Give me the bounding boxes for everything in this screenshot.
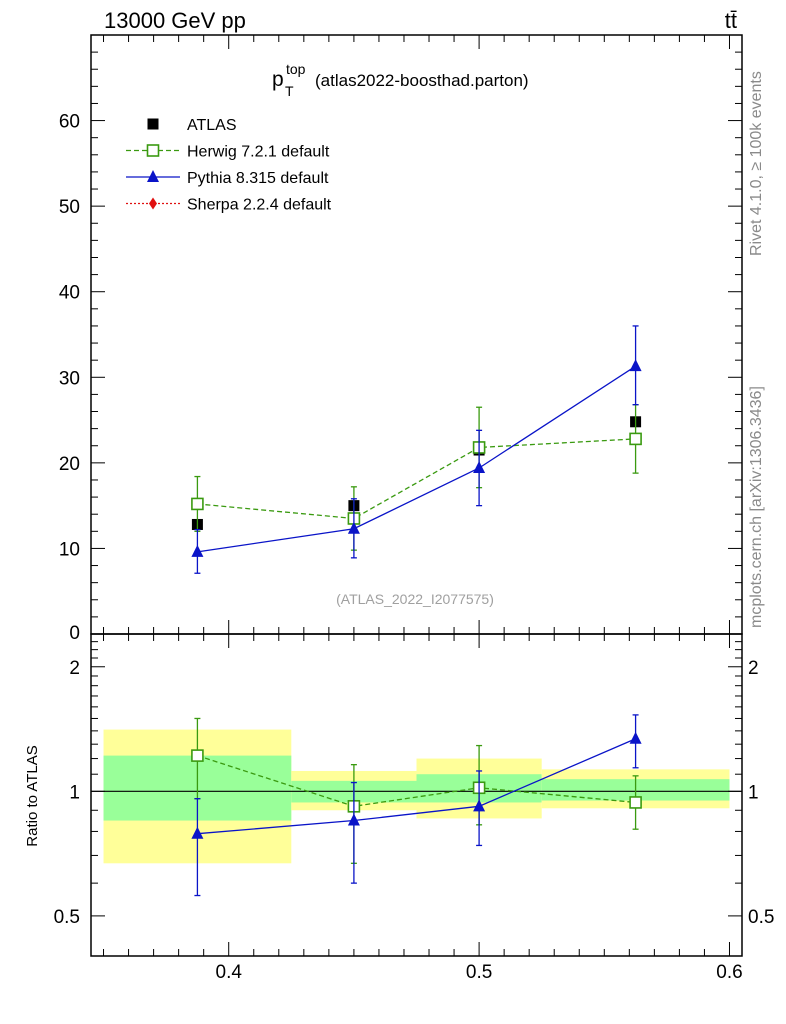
header-energy-label: 13000 GeV pp: [104, 8, 246, 33]
ratio-point-1-0: [191, 749, 204, 762]
mcplots-label: mcplots.cern.ch [arXiv:1306.3436]: [748, 386, 765, 628]
y-tick-label-30: 30: [59, 368, 80, 389]
ratio-point-2-2: [473, 799, 486, 812]
legend-marker-2: [147, 170, 159, 182]
title-subscript: T: [285, 83, 294, 99]
y-tick-label-zero: 0: [69, 623, 80, 644]
ratio-tick-label-left-0.5: 0.5: [54, 907, 80, 928]
legend-entry-1: Herwig 7.2.1 default: [126, 144, 330, 161]
data-point-2-1: [347, 521, 360, 534]
ratio-tick-label-left-2: 2: [69, 658, 80, 679]
legend-label-2: Pythia 8.315 default: [187, 170, 329, 187]
title-main: p: [272, 68, 284, 91]
legend: ATLAS Herwig 7.2.1 default Pythia 8.315 de…: [126, 117, 332, 214]
legend-label-1: Herwig 7.2.1 default: [187, 144, 330, 161]
ratio-point-2-3: [629, 731, 642, 744]
x-tick-label-0.6: 0.6: [716, 962, 742, 983]
ratio-line-2: [197, 738, 636, 835]
y-tick-label-50: 50: [59, 197, 80, 218]
title-superscript: top: [286, 61, 306, 77]
ratio-point-2-0: [191, 826, 204, 839]
analysis-watermark: (ATLAS_2022_I2077575): [336, 591, 494, 607]
ratio-point-2-1: [347, 813, 360, 826]
legend-entry-2: Pythia 8.315 default: [126, 170, 329, 187]
legend-marker-1: [146, 144, 160, 157]
data-point-2-3: [629, 359, 642, 372]
title-rest: (atlas2022-boosthad.parton): [315, 71, 529, 90]
data-point-2-0: [191, 544, 204, 557]
legend-marker-0: [147, 118, 159, 130]
y-tick-label-40: 40: [59, 283, 80, 304]
legend-entry-0: ATLAS: [147, 117, 237, 134]
ratio-tick-label-right-2: 2: [748, 658, 759, 679]
ratio-tick-label-right-1: 1: [748, 782, 759, 803]
y-tick-label-10: 10: [59, 539, 80, 560]
ratio-axis-label: Ratio to ATLAS: [24, 745, 41, 846]
main-plot-series: [191, 325, 642, 574]
y-tick-label-20: 20: [59, 454, 80, 475]
rivet-version-label: Rivet 4.1.0, ≥ 100k events: [748, 71, 765, 256]
x-tick-label-0.4: 0.4: [216, 962, 243, 983]
ratio-tick-label-left-1: 1: [69, 782, 80, 803]
ratio-plot-frame: [90, 633, 743, 957]
series-line-1: [197, 438, 636, 520]
axis-tick-labels: 0.4 0.5 0.6 10 20 30 40 50 60 0 0.5 0.5 1 1 2 2: [54, 112, 775, 983]
data-point-1-3: [629, 432, 642, 446]
axis-ticks: [91, 35, 742, 956]
data-point-2-2: [473, 460, 486, 473]
legend-entry-3: Sherpa 2.2.4 default: [126, 197, 332, 214]
series-line-2: [197, 365, 636, 553]
ratio-tick-label-right-0.5: 0.5: [748, 907, 774, 928]
ratio-point-1-3: [629, 796, 642, 809]
legend-label-0: ATLAS: [187, 117, 237, 134]
legend-marker-3: [149, 197, 157, 210]
data-point-1-0: [191, 497, 204, 511]
x-tick-label-0.5: 0.5: [466, 962, 492, 983]
ratio-plot-series: [191, 714, 642, 897]
plot-title: p top T (atlas2022-boosthad.parton): [272, 61, 529, 99]
legend-label-3: Sherpa 2.2.4 default: [187, 197, 332, 214]
ratio-line-1: [197, 754, 636, 807]
y-tick-label-60: 60: [59, 112, 80, 133]
header-process-label: tt̄: [725, 8, 737, 33]
